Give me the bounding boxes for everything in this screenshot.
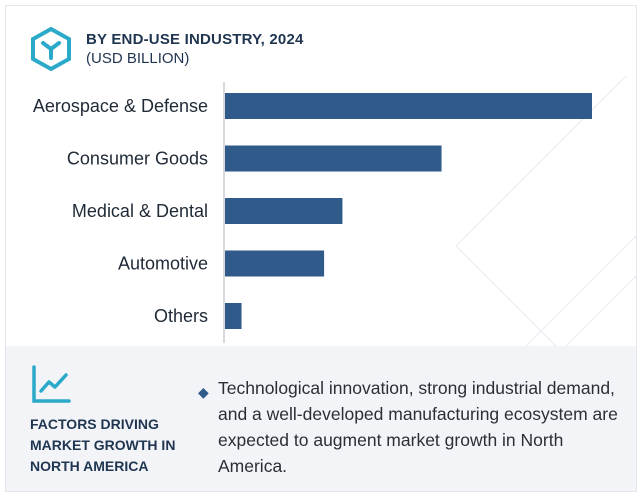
bar-chart: Aerospace & Defense Consumer Goods Medical… — [33, 82, 592, 343]
bar — [225, 250, 325, 277]
bar — [225, 303, 242, 329]
bar — [225, 93, 592, 119]
line-chart-icon — [32, 365, 71, 403]
category-label: Medical & Dental — [72, 201, 208, 221]
category-label: Automotive — [118, 254, 208, 274]
bar — [225, 145, 442, 172]
factors-panel: FACTORS DRIVING MARKET GROWTH IN NORTH A… — [6, 346, 636, 491]
category-label: Others — [154, 306, 208, 326]
diamond-bullet-icon: ◆ — [198, 384, 209, 400]
watermark-lines — [455, 75, 636, 346]
hexagon-y-logo-icon — [31, 26, 71, 72]
bar — [225, 198, 343, 224]
category-label: Aerospace & Defense — [33, 96, 208, 116]
chart-title: BY END-USE INDUSTRY, 2024 — [86, 31, 304, 48]
factors-heading: FACTORS DRIVING MARKET GROWTH IN NORTH A… — [30, 416, 176, 474]
category-label: Consumer Goods — [67, 149, 208, 169]
factors-description: Technological innovation, strong industr… — [218, 378, 618, 476]
chart-header: BY END-USE INDUSTRY, 2024 (USD BILLION) — [28, 26, 304, 72]
chart-subtitle: (USD BILLION) — [86, 50, 190, 67]
chart-card: BY END-USE INDUSTRY, 2024 (USD BILLION) … — [5, 5, 637, 492]
